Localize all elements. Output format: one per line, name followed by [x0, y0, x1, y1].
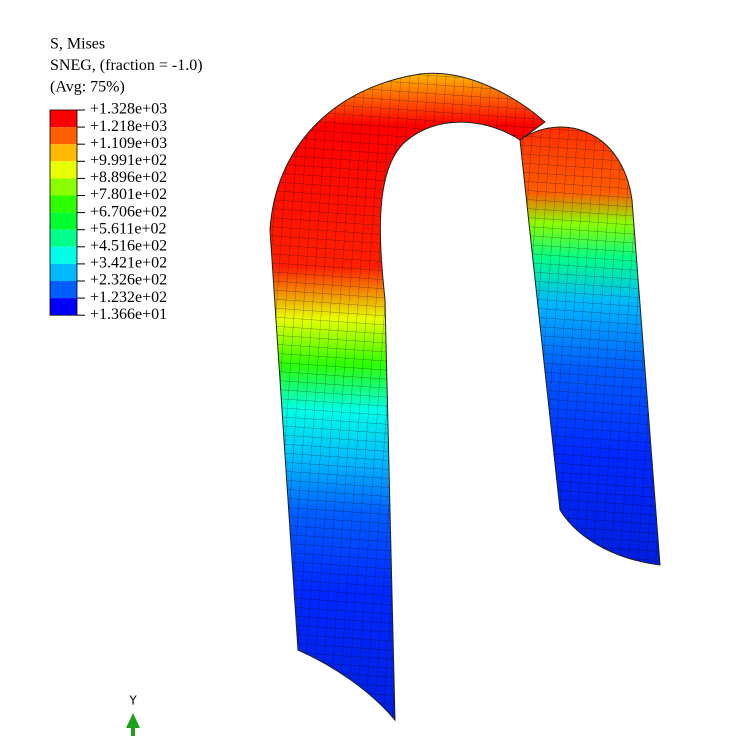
legend-band	[50, 281, 77, 299]
legend-band	[50, 144, 77, 162]
triad-arrow	[126, 713, 140, 736]
legend-band	[50, 298, 77, 316]
legend-title: SNEG, (fraction = -1.0)	[50, 57, 203, 74]
legend-label: +9.991e+02	[90, 152, 167, 169]
legend-band	[50, 263, 77, 281]
legend-label: +3.421e+02	[90, 255, 167, 272]
legend-label: +1.328e+03	[90, 101, 167, 118]
triad-label: Y	[128, 694, 137, 708]
legend-label: +1.366e+01	[90, 306, 167, 323]
right-leg-mesh	[520, 126, 660, 565]
legend-label: +1.232e+02	[90, 289, 167, 306]
legend-label: +1.218e+03	[90, 118, 167, 135]
legend: S, Mises SNEG, (fraction = -1.0) (Avg: 75%…	[49, 36, 203, 323]
arch-left-leg-mesh	[270, 73, 545, 720]
legend-title: (Avg: 75%)	[50, 79, 125, 96]
legend-label: +1.109e+03	[90, 135, 167, 152]
model	[269, 72, 661, 722]
triad: Y	[126, 694, 140, 736]
legend-title: S, Mises	[50, 36, 105, 53]
legend-label: +8.896e+02	[90, 169, 167, 186]
legend-band	[50, 110, 77, 128]
legend-band	[50, 195, 77, 213]
legend-label: +5.611e+02	[90, 220, 167, 237]
legend-band	[50, 246, 77, 264]
legend-label: +7.801e+02	[90, 186, 167, 203]
legend-label: +2.326e+02	[90, 272, 167, 289]
legend-label: +4.516e+02	[90, 237, 167, 254]
legend-band	[50, 127, 77, 145]
legend-band	[50, 229, 77, 247]
legend-band	[50, 212, 77, 230]
legend-band	[50, 178, 77, 196]
legend-band	[50, 161, 77, 179]
legend-label: +6.706e+02	[90, 203, 167, 220]
